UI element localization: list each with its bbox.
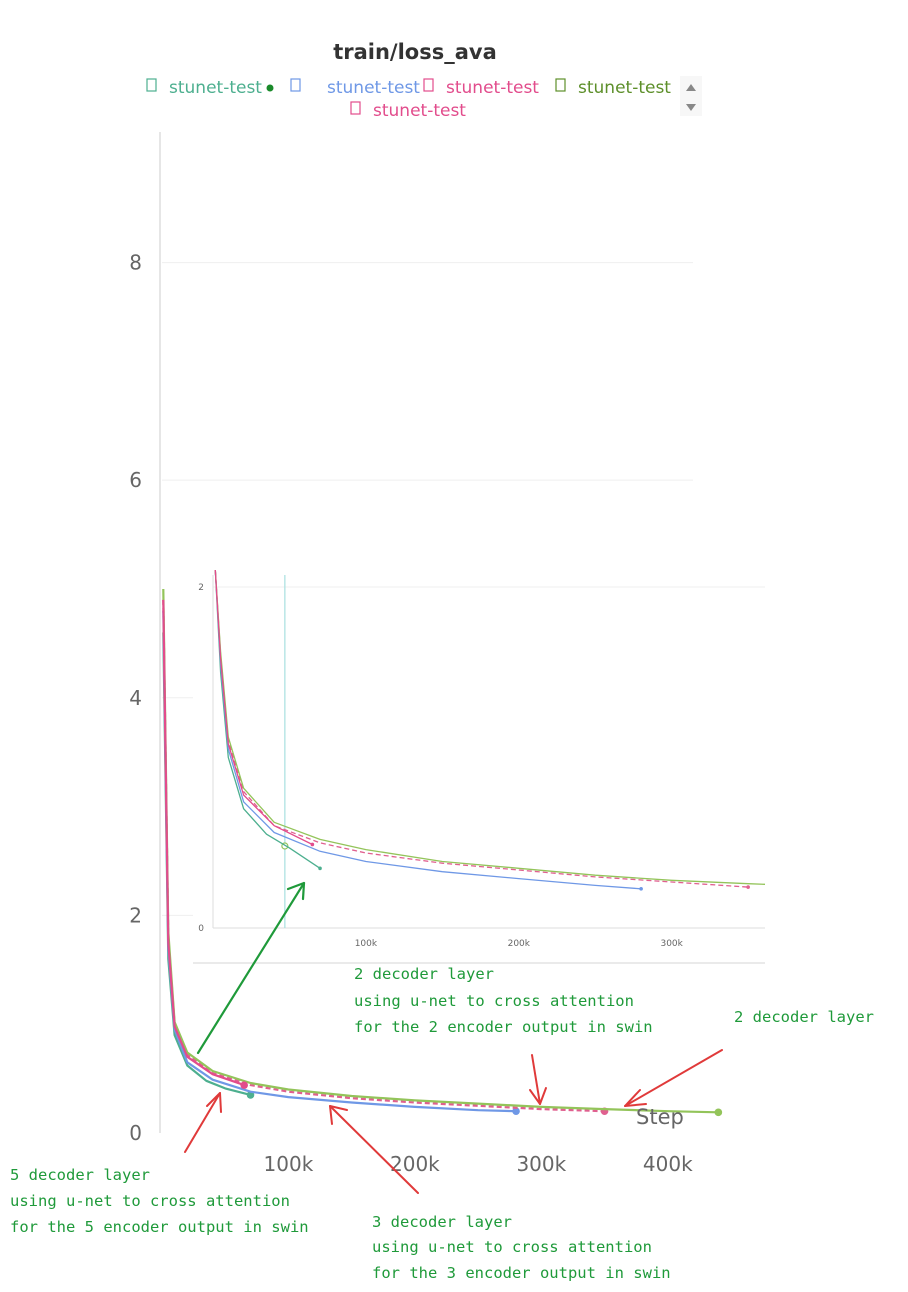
green-arrow <box>196 881 306 1055</box>
y-tick-label: 0 <box>198 924 204 934</box>
main-y-ticks: 0 2 4 6 8 <box>129 251 142 1145</box>
chart-title: train/loss_ava <box>333 40 497 64</box>
note-2-layer-unet-line: 2 decoder layer <box>354 965 494 983</box>
series-end-point[interactable] <box>240 1081 248 1089</box>
note-5-layer-line: for the 5 encoder output in swin <box>10 1218 309 1236</box>
x-tick-label: 300k <box>516 1152 566 1176</box>
series-line[interactable] <box>162 599 245 1087</box>
red-arrow <box>529 1054 547 1105</box>
red-arrow <box>329 1105 419 1194</box>
legend-label: stunet-test <box>373 101 466 121</box>
note-3-layer-line: for the 3 encoder output in swin <box>372 1264 671 1282</box>
y-tick-label: 4 <box>129 686 142 710</box>
legend-scroll[interactable] <box>680 76 702 116</box>
note-2-layer-unet-line: for the 2 encoder output in swin <box>354 1018 653 1036</box>
legend-swatch-icon <box>146 78 157 92</box>
x-tick-label: 100k <box>264 1152 314 1176</box>
red-arrow <box>184 1092 222 1153</box>
inset-hover-line <box>281 575 289 928</box>
inset-panel: 02 100k 200k 300k <box>193 565 796 964</box>
legend-label: stunet-test <box>327 78 420 98</box>
y-tick-label: 2 <box>129 903 142 927</box>
legend-swatch-icon <box>350 101 361 115</box>
legend-item[interactable]: stunet-test <box>555 78 671 98</box>
note-2-layer-unet-line: using u-net to cross attention <box>354 992 634 1010</box>
inset-x-ticks: 100k 200k 300k <box>355 939 684 949</box>
legend: stunet-test stunet-test stunet-test stun… <box>146 76 702 121</box>
scroll-down-icon[interactable] <box>686 104 696 111</box>
series-line[interactable] <box>162 588 719 1114</box>
series-line[interactable] <box>214 570 321 869</box>
annotation-notes: 2 decoder layer using u-net to cross att… <box>10 965 874 1282</box>
series-end-point[interactable] <box>714 1108 723 1117</box>
scroll-up-icon[interactable] <box>686 84 696 91</box>
series-end-point[interactable] <box>639 886 643 891</box>
inset-background <box>193 565 765 963</box>
note-3-layer-line: 3 decoder layer <box>372 1213 512 1231</box>
x-tick-label: 400k <box>643 1152 693 1176</box>
legend-item[interactable]: stunet-test <box>290 78 420 98</box>
series-end-point[interactable] <box>512 1107 520 1116</box>
main-x-ticks: 100k 200k 300k 400k <box>264 1152 694 1176</box>
legend-swatch-icon <box>290 78 301 92</box>
inset-series <box>214 570 796 891</box>
series-line[interactable] <box>214 570 313 846</box>
active-run-dot-icon <box>266 84 274 92</box>
series-end-point[interactable] <box>318 866 322 871</box>
y-tick-label: 6 <box>129 468 142 492</box>
legend-label: stunet-test <box>169 78 262 98</box>
y-tick-label: 8 <box>129 251 142 275</box>
x-tick-label: 100k <box>355 939 378 949</box>
legend-label: stunet-test <box>446 78 539 98</box>
x-axis-label: Step <box>636 1105 684 1129</box>
inset-y-ticks: 02 <box>198 583 204 934</box>
main-series <box>162 588 723 1117</box>
series-end-point[interactable] <box>792 884 796 888</box>
annotation-arrows <box>184 881 723 1194</box>
red-arrow <box>624 1049 723 1107</box>
legend-scroll-track <box>680 76 702 116</box>
x-tick-label: 300k <box>660 939 683 949</box>
note-5-layer-line: using u-net to cross attention <box>10 1192 290 1210</box>
legend-item[interactable]: stunet-test <box>350 101 466 121</box>
legend-swatch-icon <box>423 78 434 92</box>
note-2-layer: 2 decoder layer <box>734 1008 874 1026</box>
legend-item[interactable]: stunet-test <box>146 78 274 98</box>
y-tick-label: 0 <box>129 1121 142 1145</box>
series-end-point[interactable] <box>746 885 750 889</box>
y-tick-label: 2 <box>198 583 204 593</box>
series-end-point[interactable] <box>310 842 315 847</box>
legend-swatch-icon <box>555 78 566 92</box>
x-tick-label: 200k <box>508 939 531 949</box>
note-5-layer-line: 5 decoder layer <box>10 1166 150 1184</box>
legend-item[interactable]: stunet-test <box>423 78 539 98</box>
x-tick-label: 200k <box>390 1152 440 1176</box>
note-3-layer-line: using u-net to cross attention <box>372 1238 652 1256</box>
legend-label: stunet-test <box>578 78 671 98</box>
